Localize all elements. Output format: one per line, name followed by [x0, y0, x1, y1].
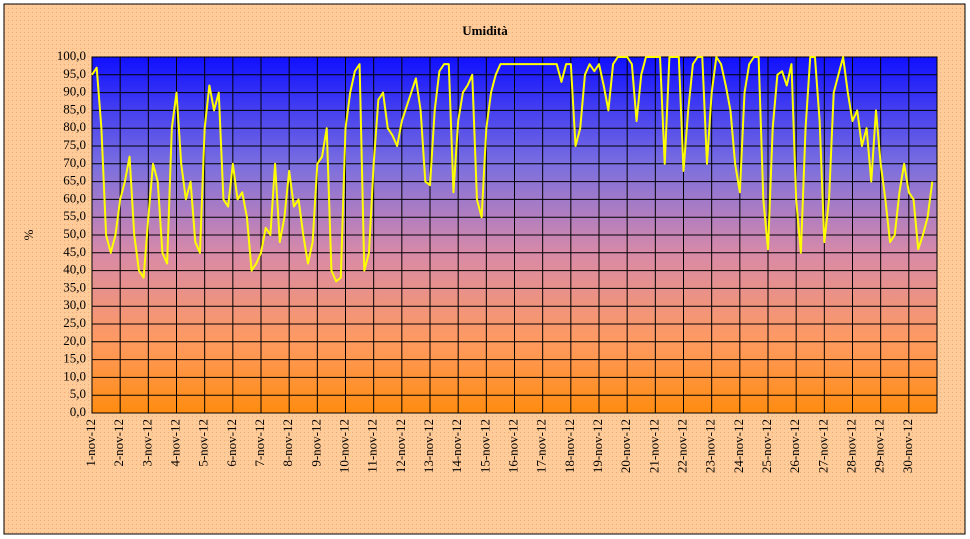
- x-tick-label: 13-nov-12: [421, 419, 436, 473]
- y-tick-label: 75,0: [63, 137, 86, 152]
- line-series: [91, 56, 934, 283]
- x-tick-label: 29-nov-12: [872, 419, 887, 473]
- y-tick-label: 10,0: [63, 368, 86, 383]
- x-tick-label: 17-nov-12: [534, 419, 549, 473]
- x-tick-label: 10-nov-12: [336, 419, 351, 473]
- x-tick-label: 18-nov-12: [562, 419, 577, 473]
- x-tick-label: 2-nov-12: [111, 419, 126, 467]
- x-tick-label: 21-nov-12: [646, 419, 661, 473]
- x-tick-label: 8-nov-12: [280, 419, 295, 467]
- y-tick-label: 50,0: [63, 226, 86, 241]
- x-tick-label: 7-nov-12: [252, 419, 267, 467]
- x-tick-label: 6-nov-12: [224, 419, 239, 467]
- x-tick-label: 11-nov-12: [365, 419, 380, 473]
- y-tick-label: 90,0: [63, 84, 86, 99]
- chart-title: Umidità: [462, 23, 508, 38]
- x-tick-label: 9-nov-12: [308, 419, 323, 467]
- y-tick-label: 0,0: [70, 404, 86, 419]
- y-tick-label: 35,0: [63, 279, 86, 294]
- x-tick-label: 23-nov-12: [703, 419, 718, 473]
- y-tick-label: 100,0: [57, 48, 86, 63]
- x-tick-label: 26-nov-12: [787, 419, 802, 473]
- x-tick-label: 16-nov-12: [505, 419, 520, 473]
- x-tick-label: 15-nov-12: [477, 419, 492, 473]
- y-axis-label: %: [21, 229, 36, 240]
- y-tick-label: 45,0: [63, 244, 86, 259]
- x-tick-label: 20-nov-12: [618, 419, 633, 473]
- y-tick-label: 70,0: [63, 155, 86, 170]
- x-tick-label: 14-nov-12: [449, 419, 464, 473]
- x-tick-label: 5-nov-12: [196, 419, 211, 467]
- y-tick-label: 30,0: [63, 297, 86, 312]
- x-tick-label: 28-nov-12: [843, 419, 858, 473]
- x-tick-label: 3-nov-12: [139, 419, 154, 467]
- y-tick-label: 85,0: [63, 101, 86, 116]
- y-tick-label: 15,0: [63, 351, 86, 366]
- x-tick-label: 1-nov-12: [83, 419, 98, 467]
- x-tick-label: 25-nov-12: [759, 419, 774, 473]
- x-tick-label: 12-nov-12: [393, 419, 408, 473]
- y-tick-label: 60,0: [63, 190, 86, 205]
- x-tick-label: 22-nov-12: [674, 419, 689, 473]
- x-tick-label: 4-nov-12: [167, 419, 182, 467]
- y-tick-label: 55,0: [63, 208, 86, 223]
- y-tick-label: 20,0: [63, 333, 86, 348]
- y-tick-label: 25,0: [63, 315, 86, 330]
- y-tick-label: 95,0: [63, 66, 86, 81]
- y-tick-label: 65,0: [63, 173, 86, 188]
- x-tick-label: 30-nov-12: [900, 419, 915, 473]
- x-tick-label: 24-nov-12: [731, 419, 746, 473]
- x-tick-label: 19-nov-12: [590, 419, 605, 473]
- y-tick-label: 80,0: [63, 119, 86, 134]
- y-tick-label: 40,0: [63, 262, 86, 277]
- plot-border: [91, 56, 938, 414]
- y-tick-label: 5,0: [70, 386, 86, 401]
- x-tick-label: 27-nov-12: [815, 419, 830, 473]
